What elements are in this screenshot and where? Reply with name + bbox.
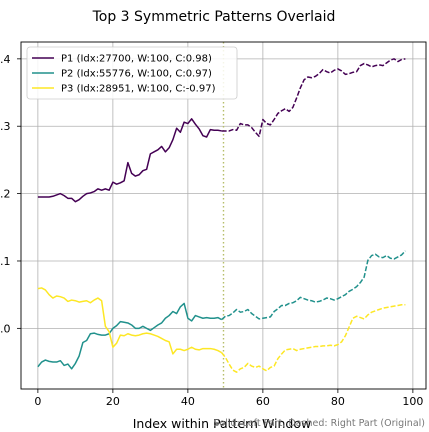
series-1-left-line: [37, 118, 222, 203]
series-3-left-line: [37, 287, 222, 355]
y-tick-label: .4: [0, 53, 11, 66]
x-axis-label: Index within Pattern Window: [133, 416, 312, 431]
axes: 0 20 40 60 80 100 .0 .1 .2 .3 .4: [0, 41, 427, 408]
series-2-left-line: [37, 302, 222, 370]
plot-area: [37, 42, 406, 389]
legend-entry-3: P3 (Idx:28951, W:100, C:-0.97): [61, 84, 216, 95]
legend-entry-2: P2 (Idx:55776, W:100, C:0.97): [61, 69, 212, 80]
y-tick-label: .3: [0, 120, 11, 133]
x-tick-label: 80: [331, 395, 345, 408]
x-tick-label: 100: [402, 395, 423, 408]
series-3-right-line: [221, 304, 406, 373]
axes-frame: [20, 41, 427, 390]
chart-title: Top 3 Symmetric Patterns Overlaid: [92, 9, 336, 25]
divider-note: Solid: Left Part, Dashed: Right Part (Or…: [213, 418, 425, 429]
legend-box: [26, 46, 238, 100]
y-tick-label: .1: [0, 255, 11, 268]
x-tick-label: 0: [34, 395, 41, 408]
y-tick-label: .0: [0, 322, 11, 335]
x-tick-label: 20: [106, 395, 120, 408]
legend: P1 (Idx:27700, W:100, C:0.98) P2 (Idx:557…: [26, 46, 238, 100]
x-tick-label: 40: [181, 395, 195, 408]
series-1-right-line: [221, 58, 406, 138]
y-tick-label: .2: [0, 188, 11, 201]
series-2-right-line: [221, 250, 406, 321]
legend-entry-1: P1 (Idx:27700, W:100, C:0.98): [61, 54, 212, 65]
x-tick-label: 60: [256, 395, 270, 408]
